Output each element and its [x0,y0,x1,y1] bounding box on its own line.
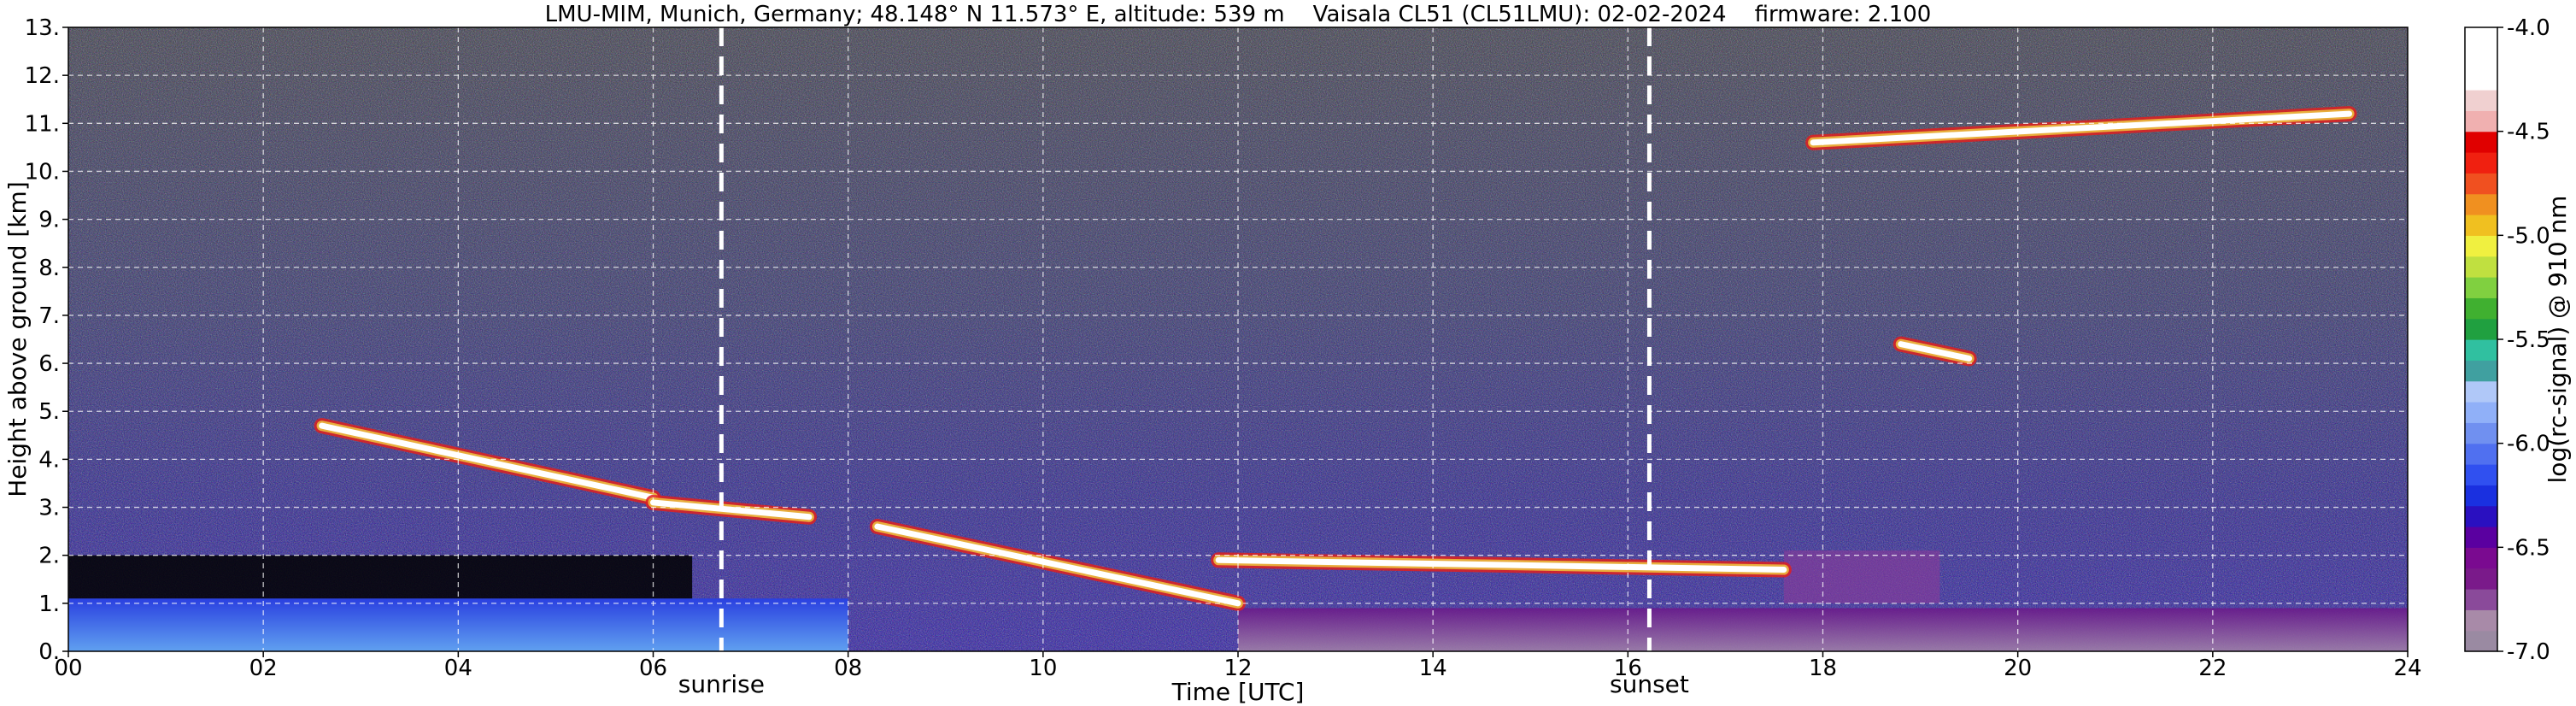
cloud-feature [1211,552,1792,578]
x-axis: 00 02 04 06 08 10 12 14 16 18 20 22 24 [54,651,2422,681]
y-tick-label: 3. [38,496,60,521]
x-tick-label: 24 [2393,656,2421,681]
colorbar-tick-label: -7.0 [2507,639,2550,665]
colorbar-segment [2465,48,2497,70]
colorbar-segment [2465,131,2497,153]
colorbar-segment [2465,402,2497,423]
colorbar-segment [2465,464,2497,485]
chart-title: LMU-MIM, Munich, Germany; 48.148° N 11.5… [545,2,1932,27]
x-tick-label: 16 [1614,656,1642,681]
y-tick-label: 10. [25,159,60,185]
y-tick-label: 12. [25,63,60,89]
y-tick-label: 5. [38,399,60,425]
colorbar-segment [2465,485,2497,507]
x-tick-label: 20 [2004,656,2032,681]
colorbar-segment [2465,297,2497,320]
marker-label-sunrise: sunrise [678,670,765,698]
y-axis: 0. 1. 2. 3. 4. 5. 6. 7. 8. 9. 10. 11. 12. 13. [25,15,68,665]
cloud-core [1810,110,2353,146]
colorbar-segment [2465,193,2497,215]
colorbar-segment [2465,589,2497,610]
y-tick-label: 1. [38,591,60,617]
x-tick-label: 18 [1809,656,1837,681]
y-tick-label: 4. [38,447,60,473]
cloud-core [1898,341,1973,362]
marker-label-sunset: sunset [1610,670,1689,698]
colorbar-segment [2465,422,2497,444]
x-tick-label: 10 [1029,656,1057,681]
colorbar-segment [2465,110,2497,132]
colorbar-segment [2465,277,2497,298]
colorbar-segment [2465,318,2497,340]
cloud-core [874,523,1241,607]
y-tick-label: 0. [38,639,60,665]
x-axis-label: Time [UTC] [1171,678,1305,706]
colorbar-segment [2465,68,2497,91]
x-tick-label: 08 [834,656,862,681]
colorbar-segment [2465,27,2497,49]
cloud-feature [314,418,661,506]
cloud-feature [645,494,818,525]
colorbar-segment [2465,256,2497,278]
x-tick-label: 02 [249,656,278,681]
x-tick-label: 22 [2198,656,2227,681]
y-axis-label: Height above ground [km] [3,181,32,497]
colorbar-tick-label: -6.5 [2507,535,2550,561]
colorbar-segment [2465,380,2497,403]
colorbar-label: log(rc-signal) @ 910 nm [2544,196,2572,484]
y-tick-label: 8. [38,256,60,281]
colorbar-segment [2465,360,2497,382]
colorbar-segment [2465,568,2497,590]
x-tick-label: 12 [1223,656,1252,681]
cloud-core [650,499,813,521]
residual-layer [1783,550,1940,603]
y-tick-label: 7. [38,303,60,329]
colorbar-segment [2465,339,2497,361]
cloud-feature [869,519,1246,611]
y-tick-label: 6. [38,351,60,377]
cloud-feature [1892,336,1977,367]
cloud-core [1215,556,1787,574]
colorbar-segment [2465,609,2497,632]
colorbar-segment [2465,505,2497,527]
colorbar-segment [2465,527,2497,548]
colorbar-segment [2465,173,2497,195]
colorbar-segment [2465,152,2497,174]
colorbar: -4.0 -4.5 -5.0 -5.5 -6.0 -6.5 -7.0 [2464,15,2550,665]
sun-markers: sunrise sunset [678,27,1689,698]
colorbar-tick-label: -4.0 [2507,15,2550,41]
cloud-feature [1805,106,2357,150]
colorbar-tick-label: -5.0 [2507,223,2550,249]
colorbar-tick-label: -6.0 [2507,432,2550,457]
cloud-core [319,422,656,501]
y-tick-label: 9. [38,208,60,233]
colorbar-segment [2465,215,2497,236]
colorbar-segment [2465,630,2497,652]
y-tick-label: 11. [25,111,60,137]
colorbar-tick-label: -5.5 [2507,327,2550,353]
x-tick-label: 00 [54,656,82,681]
colorbar-segment [2465,547,2497,569]
y-tick-label: 2. [38,544,60,569]
x-tick-label: 04 [444,656,472,681]
y-tick-label: 13. [25,15,60,41]
x-tick-label: 14 [1419,656,1447,681]
colorbar-tick-label: -4.5 [2507,120,2550,145]
grid [68,27,2408,651]
colorbar-segment [2465,90,2497,111]
x-tick-label: 06 [639,656,667,681]
colorbar-segment [2465,235,2497,257]
colorbar-segment [2465,443,2497,465]
